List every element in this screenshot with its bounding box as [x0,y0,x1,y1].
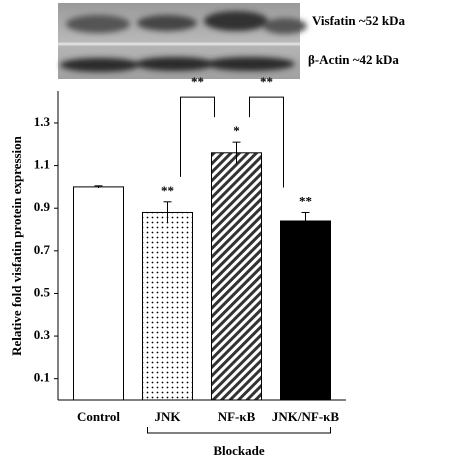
significance-label: ** [299,193,312,208]
x-tick-label: JNK/NF-κB [272,409,339,424]
x-tick-label: NF-κB [218,409,256,424]
blot-label: β-Actin ~42 kDa [308,52,399,67]
bar [211,152,262,401]
bar [280,220,331,401]
significance-label: ** [161,183,174,198]
group-bracket [147,427,331,434]
comparison-bracket [249,96,284,188]
comparison-bracket [180,96,215,177]
significance-label: * [233,123,240,138]
y-tick-label: 0.5 [34,284,51,299]
bar [142,211,193,401]
x-tick-label: JNK [155,409,182,424]
blot-label: Visfatin ~52 kDa [312,13,405,28]
y-tick-label: 0.3 [34,327,51,342]
comparison-label: ** [191,74,204,89]
y-tick-label: 1.1 [34,157,50,172]
bar [73,186,124,401]
y-tick-label: 0.1 [34,370,50,385]
x-tick-label: Control [77,409,120,424]
y-axis-label: Relative fold visfatin protein expressio… [9,135,24,356]
western-blot [58,3,307,79]
y-tick-label: 0.7 [34,242,51,257]
y-tick-label: 0.9 [34,199,51,214]
group-label: Blockade [213,443,265,458]
y-tick-label: 1.3 [34,114,51,129]
comparison-label: ** [260,74,273,89]
